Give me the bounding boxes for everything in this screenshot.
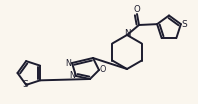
Text: N: N [69,72,75,80]
Text: O: O [100,66,106,74]
Text: S: S [22,80,28,89]
Text: N: N [65,58,71,67]
Text: S: S [181,20,187,29]
Text: N: N [124,30,130,38]
Text: O: O [134,5,140,14]
